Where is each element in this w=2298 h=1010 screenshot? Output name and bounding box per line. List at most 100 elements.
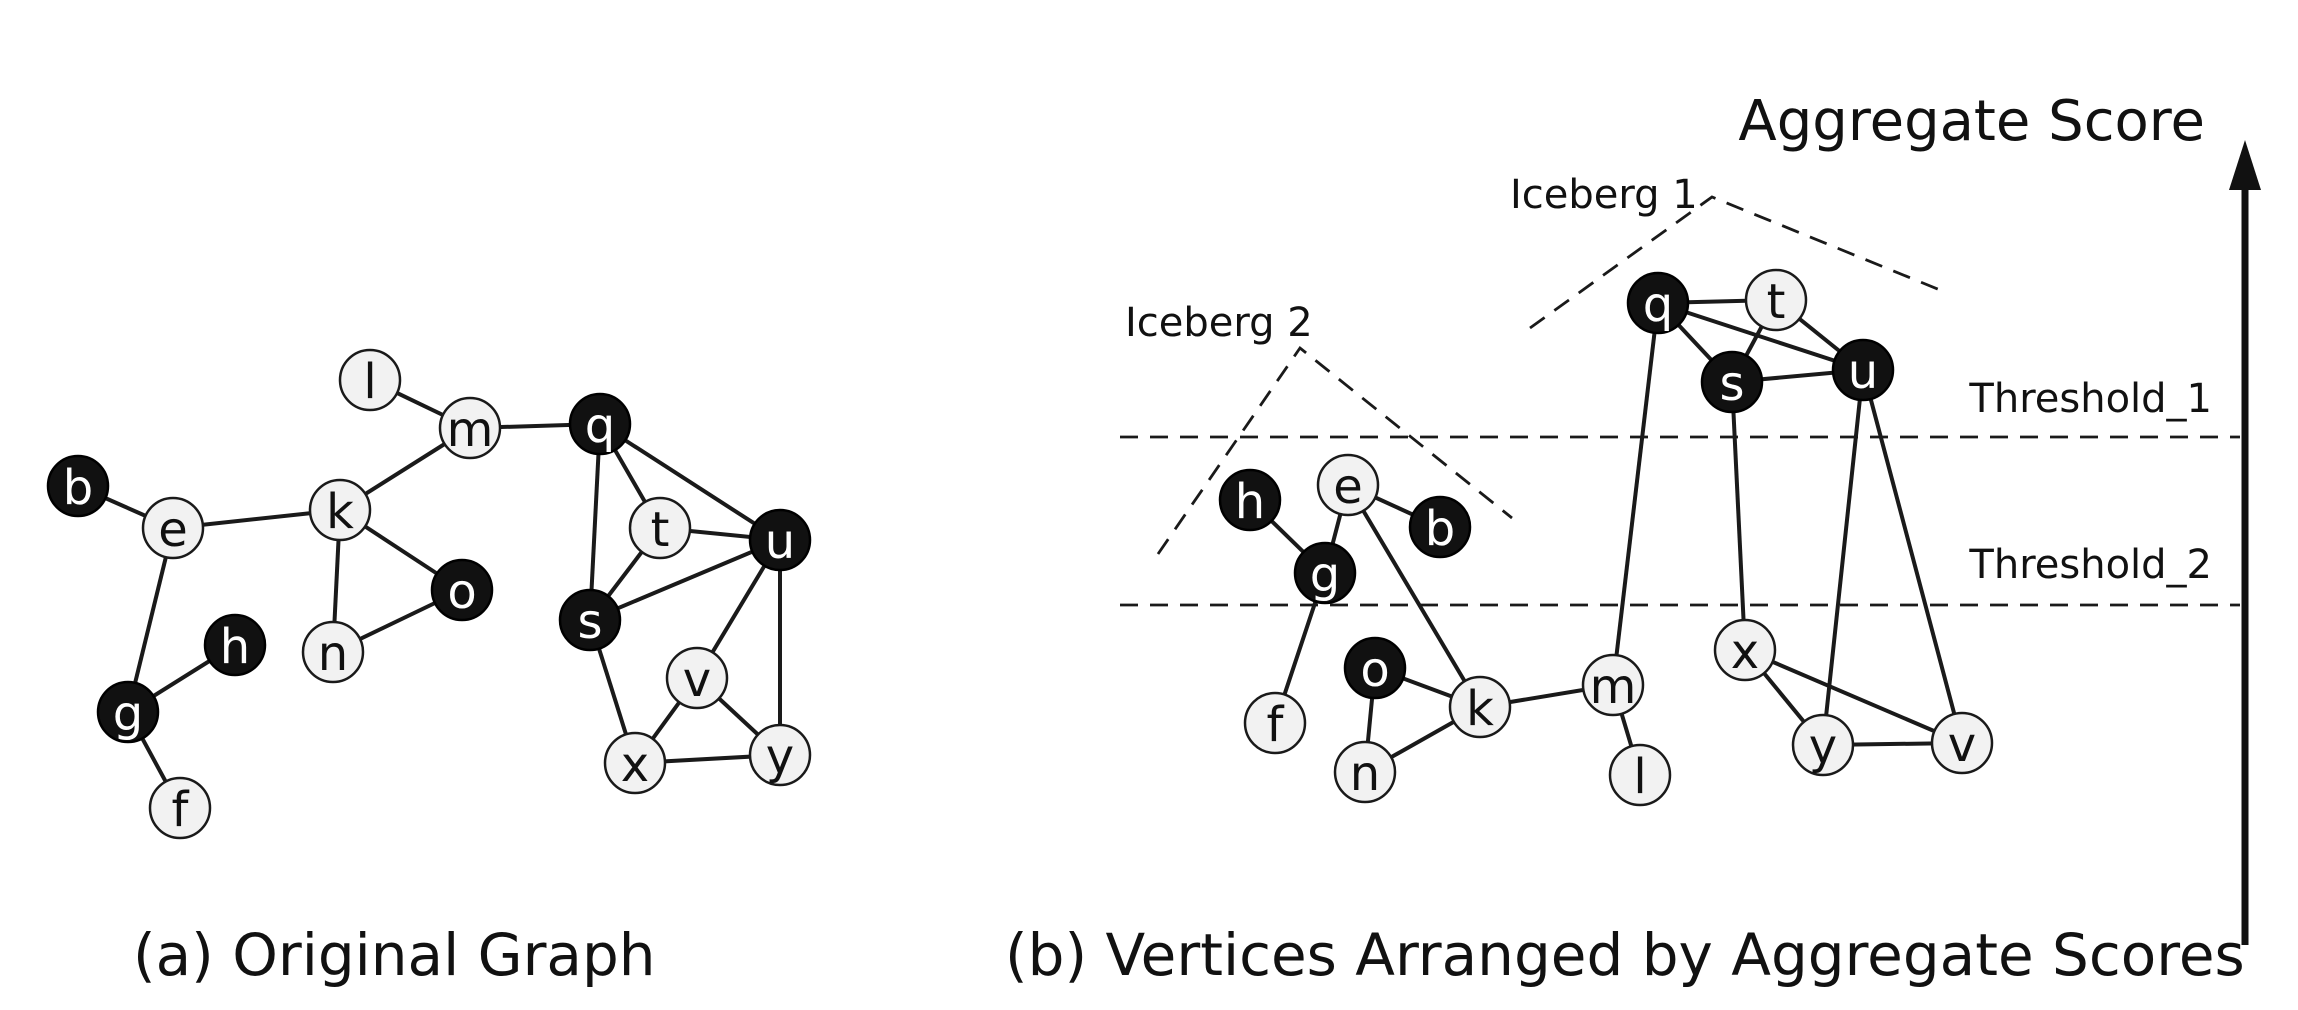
arranged-vertex-e: e [1316, 453, 1380, 517]
iceberg-1-label: Iceberg 1 [1510, 172, 1698, 218]
original-vertex-circle-f [148, 776, 212, 840]
original-vertex-u: u [748, 508, 812, 572]
iceberg-1-outline [1529, 195, 1946, 330]
arranged-edge-u-v [1861, 369, 1964, 744]
original-edge-q-u [598, 422, 782, 542]
original-edge-e-g [126, 527, 175, 713]
original-vertex-circle-m [438, 396, 502, 460]
arranged-vertex-circle-l [1608, 743, 1672, 807]
arranged-vertex-g: g [1293, 541, 1357, 605]
original-vertex-circle-x [603, 731, 667, 795]
arranged-vertex-label-t: t [1767, 274, 1786, 330]
arranged-vertex-label-m: m [1590, 659, 1637, 715]
arranged-vertex-circle-b [1408, 495, 1472, 559]
original-vertex-label-m: m [447, 402, 494, 458]
arranged-vertex-label-g: g [1310, 547, 1340, 603]
arranged-vertex-o: o [1343, 636, 1407, 700]
original-vertex-e: e [141, 496, 205, 560]
arranged-vertex-circle-f [1243, 691, 1307, 755]
arranged-vertex-circle-g [1293, 541, 1357, 605]
arranged-vertex-n: n [1333, 740, 1397, 804]
original-vertex-circle-o [430, 558, 494, 622]
original-vertex-label-y: y [766, 729, 794, 785]
original-vertex-label-n: n [318, 626, 348, 682]
arranged-vertex-circle-n [1333, 740, 1397, 804]
arranged-vertex-t: t [1744, 268, 1808, 332]
arranged-vertex-s: s [1700, 350, 1764, 414]
arranged-vertex-m: m [1581, 653, 1645, 717]
caption-arranged-graph: (b) Vertices Arranged by Aggregate Score… [1005, 921, 2245, 989]
original-vertex-circle-b [46, 454, 110, 518]
arranged-edge-x-v [1744, 648, 1963, 745]
original-vertex-f: f [148, 776, 212, 840]
threshold-1-label: Threshold_1 [1968, 376, 2212, 422]
aggregate-score-axis-title: Aggregate Score [1738, 89, 2205, 154]
original-vertex-label-o: o [447, 564, 476, 620]
arranged-vertex-circle-q [1626, 271, 1690, 335]
arranged-vertex-label-n: n [1350, 746, 1380, 802]
original-vertex-circle-u [748, 508, 812, 572]
arranged-vertex-label-b: b [1425, 501, 1455, 557]
arranged-vertex-circle-m [1581, 653, 1645, 717]
iceberg-2-label: Iceberg 2 [1125, 300, 1313, 346]
original-vertex-label-q: q [585, 398, 615, 454]
original-vertex-x: x [603, 731, 667, 795]
original-vertex-label-x: x [621, 737, 649, 793]
original-graph-edges [77, 378, 782, 809]
arranged-vertex-q: q [1626, 271, 1690, 335]
arranged-vertex-label-f: f [1267, 697, 1285, 753]
arranged-vertex-k: k [1448, 675, 1512, 739]
original-vertex-label-h: h [220, 619, 250, 675]
arranged-vertex-circle-o [1343, 636, 1407, 700]
arranged-vertex-label-l: l [1633, 749, 1646, 805]
original-vertex-label-t: t [651, 502, 670, 558]
original-vertex-l: l [338, 348, 402, 412]
arranged-vertex-label-x: x [1731, 624, 1759, 680]
original-edge-s-u [589, 538, 781, 622]
arranged-vertex-label-e: e [1333, 459, 1363, 515]
original-vertex-q: q [568, 392, 632, 456]
original-vertex-circle-g [96, 680, 160, 744]
arranged-vertex-circle-t [1744, 268, 1808, 332]
arranged-edge-u-y [1821, 369, 1865, 746]
original-vertex-y: y [748, 723, 812, 787]
original-vertex-circle-q [568, 392, 632, 456]
arranged-vertex-y: y [1791, 713, 1855, 777]
arranged-vertex-circle-k [1448, 675, 1512, 739]
original-vertex-label-s: s [577, 594, 602, 650]
arranged-edge-s-x [1730, 381, 1747, 651]
original-vertex-label-b: b [63, 460, 93, 516]
arranged-vertex-b: b [1408, 495, 1472, 559]
caption-original-graph: (a) Original Graph [133, 921, 656, 989]
original-vertex-g: g [96, 680, 160, 744]
arranged-vertex-label-u: u [1848, 344, 1878, 400]
original-vertex-label-l: l [363, 354, 376, 410]
arranged-vertex-l: l [1608, 743, 1672, 807]
original-vertex-circle-s [558, 588, 622, 652]
original-vertex-circle-e [141, 496, 205, 560]
arranged-vertex-label-k: k [1466, 681, 1494, 737]
original-vertex-circle-n [301, 620, 365, 684]
panel-b-annotations: Iceberg 1 Iceberg 2 Threshold_1 Threshol… [1120, 89, 2261, 945]
original-edge-q-s [588, 423, 602, 621]
original-vertex-circle-v [665, 646, 729, 710]
arranged-vertex-label-o: o [1360, 642, 1389, 698]
original-vertex-circle-l [338, 348, 402, 412]
arranged-vertex-v: v [1930, 711, 1994, 775]
arranged-vertex-circle-x [1713, 618, 1777, 682]
original-vertex-circle-k [308, 478, 372, 542]
arranged-vertex-circle-u [1831, 338, 1895, 402]
arranged-vertex-x: x [1713, 618, 1777, 682]
original-vertex-circle-y [748, 723, 812, 787]
arranged-vertex-label-s: s [1719, 356, 1744, 412]
original-vertex-label-f: f [172, 782, 190, 838]
original-vertex-circle-t [628, 496, 692, 560]
aggregate-score-arrowhead [2229, 140, 2261, 190]
original-vertex-k: k [308, 478, 372, 542]
threshold-2-label: Threshold_2 [1968, 542, 2212, 588]
original-vertex-m: m [438, 396, 502, 460]
arranged-edge-q-m [1611, 302, 1660, 686]
original-vertex-label-g: g [113, 686, 143, 742]
original-vertex-label-k: k [326, 484, 354, 540]
